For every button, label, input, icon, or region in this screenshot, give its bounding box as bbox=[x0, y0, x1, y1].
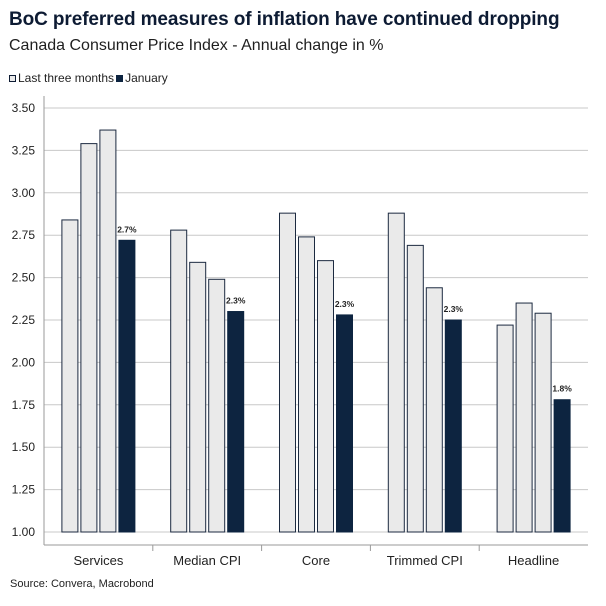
legend-swatch-dark bbox=[116, 74, 124, 82]
x-category-label: Services bbox=[73, 553, 123, 568]
data-label-january: 2.3% bbox=[335, 299, 355, 309]
legend-label-january: January bbox=[125, 71, 168, 85]
bar-last-three-months bbox=[80, 143, 98, 533]
bar-last-three-months bbox=[406, 244, 424, 533]
bar-last-three-months bbox=[189, 261, 207, 533]
bar-last-three-months bbox=[99, 129, 117, 533]
bar-last-three-months bbox=[317, 260, 334, 533]
data-label-january: 2.3% bbox=[226, 296, 246, 306]
bar-last-three-months bbox=[425, 287, 443, 533]
chart-subtitle: Canada Consumer Price Index - Annual cha… bbox=[9, 37, 384, 54]
bar-last-three-months bbox=[61, 219, 79, 533]
bar-january bbox=[553, 399, 571, 533]
chart-title: BoC preferred measures of inflation have… bbox=[9, 9, 560, 30]
legend: Last three months January bbox=[9, 71, 170, 85]
legend-label-last-three-months: Last three months bbox=[18, 71, 115, 85]
bar-last-three-months bbox=[534, 312, 552, 533]
y-tick-label: 1.75 bbox=[12, 398, 36, 412]
bar-last-three-months bbox=[496, 324, 514, 533]
x-category-label: Headline bbox=[508, 553, 559, 568]
y-tick-label: 2.25 bbox=[12, 313, 36, 327]
legend-swatch-light bbox=[9, 74, 16, 82]
y-tick-label: 2.00 bbox=[12, 355, 36, 369]
legend-item-last-three-months: Last three months bbox=[9, 71, 114, 85]
data-label-january: 1.8% bbox=[552, 384, 572, 394]
bar-last-three-months bbox=[387, 212, 405, 533]
data-label-january: 2.7% bbox=[117, 224, 137, 234]
bar-last-three-months bbox=[170, 229, 188, 533]
bar-january bbox=[336, 314, 353, 533]
x-category-label: Trimmed CPI bbox=[387, 553, 463, 568]
y-tick-label: 2.50 bbox=[12, 271, 36, 285]
y-tick-label: 3.50 bbox=[12, 101, 36, 115]
bar-last-three-months bbox=[298, 236, 315, 533]
bar-january bbox=[118, 239, 136, 533]
source-note: Source: Convera, Macrobond bbox=[10, 578, 154, 590]
y-tick-label: 3.00 bbox=[12, 186, 36, 200]
y-tick-label: 1.00 bbox=[12, 525, 36, 539]
y-tick-label: 2.75 bbox=[12, 228, 36, 242]
y-tick-label: 1.50 bbox=[12, 440, 36, 454]
bar-last-three-months bbox=[515, 302, 533, 533]
bar-january bbox=[227, 311, 245, 533]
bar-last-three-months bbox=[208, 278, 226, 533]
y-tick-label: 1.25 bbox=[12, 483, 36, 497]
y-tick-label: 3.25 bbox=[12, 143, 36, 157]
data-label-january: 2.3% bbox=[444, 304, 464, 314]
bar-january bbox=[444, 319, 462, 533]
legend-item-january: January bbox=[116, 71, 168, 85]
bar-last-three-months bbox=[279, 212, 296, 533]
x-category-label: Core bbox=[302, 553, 330, 568]
x-category-label: Median CPI bbox=[173, 553, 241, 568]
